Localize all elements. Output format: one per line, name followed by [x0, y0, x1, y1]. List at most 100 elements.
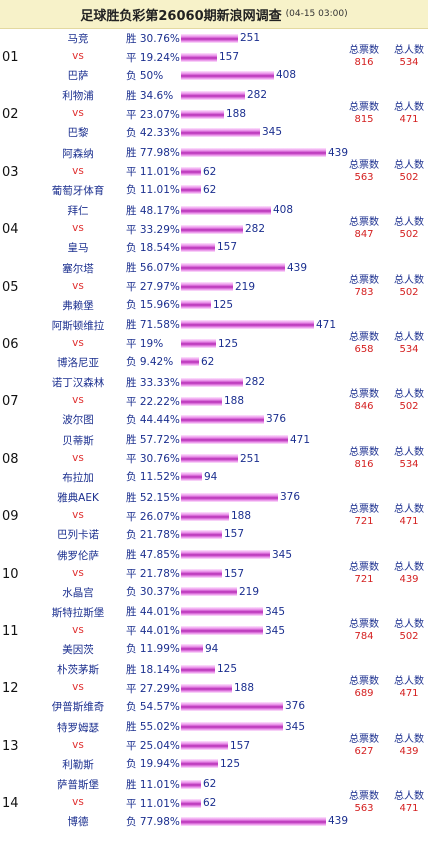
home-team-link[interactable]: 佛罗伦萨	[57, 549, 99, 562]
total-people-value: 534	[399, 57, 419, 68]
away-team-link[interactable]: 布拉加	[62, 471, 94, 484]
win-count: 345	[285, 720, 306, 733]
home-team-link[interactable]: 诺丁汉森林	[51, 377, 105, 390]
loss-word: 负	[126, 69, 137, 82]
draw-bar	[181, 52, 217, 62]
away-team-link[interactable]: 美因茨	[62, 643, 94, 656]
draw-label: 平 33.29%	[126, 222, 180, 237]
total-people-label: 总人数	[394, 45, 424, 56]
loss-label: 负 50%	[126, 68, 180, 83]
draw-bar	[181, 683, 232, 693]
match-row: 08 贝蒂斯 vs 布拉加 胜 57.72% 471 平 30.76% 251 负 11.52%…	[0, 431, 428, 488]
win-vote-row: 胜 55.02% 345	[126, 719, 305, 735]
draw-percent: 27.29%	[139, 682, 180, 695]
total-people-label: 总人数	[394, 331, 424, 343]
total-votes-value: 689	[354, 688, 374, 700]
away-team-link[interactable]: 葡萄牙体育	[51, 184, 105, 197]
home-team-link[interactable]: 雅典AEK	[57, 492, 99, 505]
home-team-link[interactable]: 斯特拉斯堡	[51, 606, 105, 619]
win-bar	[181, 148, 326, 158]
home-team-link[interactable]: 利物浦	[62, 90, 94, 103]
loss-bar	[181, 70, 274, 80]
draw-word: 平	[126, 223, 137, 236]
page-title: 足球胜负彩第26060期新浪网调查	[80, 8, 282, 24]
home-team-link[interactable]: 塞尔塔	[62, 262, 94, 275]
win-word: 胜	[126, 376, 137, 389]
loss-word: 负	[126, 586, 137, 599]
win-word: 胜	[126, 606, 137, 619]
draw-bar	[181, 741, 228, 751]
win-label: 胜 52.15%	[126, 490, 180, 505]
loss-label: 负 18.54%	[126, 240, 180, 255]
home-team-link[interactable]: 贝蒂斯	[62, 434, 94, 447]
win-label: 胜 33.33%	[126, 375, 180, 390]
draw-bar	[181, 569, 222, 579]
total-votes-label: 总票数	[349, 217, 379, 229]
loss-vote-row: 负 15.96% 125	[126, 297, 233, 313]
total-people-label: 总人数	[394, 217, 424, 229]
away-team-link[interactable]: 波尔图	[62, 414, 94, 427]
away-team-link[interactable]: 伊普斯维奇	[51, 701, 105, 714]
home-team-link[interactable]: 阿森纳	[62, 147, 94, 160]
home-team-link[interactable]: 特罗姆瑟	[57, 721, 99, 734]
draw-vote-row: 平 44.01% 345	[126, 623, 285, 639]
away-team-link[interactable]: 巴列卡诺	[57, 529, 99, 542]
loss-count: 376	[266, 413, 287, 426]
draw-bar	[181, 282, 233, 292]
total-people-label: 总人数	[394, 733, 424, 745]
win-percent: 47.85%	[139, 549, 180, 562]
home-team-link[interactable]: 拜仁	[67, 205, 89, 218]
match-row: 03 阿森纳 vs 葡萄牙体育胜 77.98% 439 平 11.01% 62 负 11.01…	[0, 144, 428, 201]
loss-vote-row: 负 18.54% 157	[126, 239, 237, 255]
total-votes-value: 658	[354, 343, 374, 355]
draw-vote-row: 平 33.29% 282	[126, 221, 265, 237]
loss-percent: 19.94%	[139, 758, 180, 771]
away-team-link[interactable]: 皇马	[67, 242, 89, 255]
match-number: 09	[2, 509, 19, 525]
total-votes-label: 总票数	[349, 102, 379, 114]
total-people-value: 534	[399, 343, 419, 355]
away-team-link[interactable]: 利勒斯	[62, 758, 94, 771]
win-bar	[181, 320, 314, 330]
home-team-link[interactable]: 马竞	[67, 33, 89, 45]
win-vote-row: 胜 48.17% 408	[126, 202, 293, 218]
draw-vote-row: 平 23.07% 188	[126, 106, 246, 122]
match-number: 07	[2, 394, 19, 410]
away-team-link[interactable]: 巴黎	[67, 127, 89, 140]
win-bar	[181, 377, 243, 387]
away-team-link[interactable]: 弗赖堡	[62, 299, 94, 312]
away-team-link[interactable]: 巴萨	[67, 70, 89, 82]
loss-word: 负	[126, 528, 137, 541]
match-row: 14 萨普斯堡 vs 博德 胜 11.01% 62 平 11.01% 62 负 77.98% 43…	[0, 775, 428, 832]
home-team-link[interactable]: 萨普斯堡	[57, 779, 99, 792]
draw-percent: 44.01%	[139, 625, 180, 638]
draw-percent: 19.24%	[139, 51, 180, 64]
win-vote-row: 胜 33.33% 282	[126, 374, 265, 390]
win-percent: 48.17%	[139, 204, 180, 217]
away-team-link[interactable]: 水晶宫	[62, 586, 94, 599]
home-team-link[interactable]: 朴茨茅斯	[57, 664, 99, 677]
away-team-link[interactable]: 博洛尼亚	[57, 356, 99, 369]
win-percent: 71.58%	[139, 319, 180, 332]
vs-label: vs	[72, 394, 84, 407]
total-votes-value: 563	[354, 171, 374, 183]
loss-count: 439	[328, 815, 349, 828]
loss-bar	[181, 357, 199, 367]
vs-label: vs	[72, 566, 84, 579]
loss-label: 负 11.52%	[126, 469, 180, 484]
total-people-label: 总人数	[394, 389, 424, 401]
draw-percent: 11.01%	[139, 166, 180, 179]
draw-word: 平	[126, 395, 137, 408]
total-people-label: 总人数	[394, 446, 424, 458]
draw-count: 345	[265, 624, 286, 637]
home-team-link[interactable]: 阿斯顿维拉	[51, 319, 105, 332]
loss-label: 负 44.44%	[126, 412, 180, 427]
draw-count: 62	[203, 797, 217, 810]
match-number: 05	[2, 279, 19, 295]
win-label: 胜 71.58%	[126, 317, 180, 332]
win-bar	[181, 664, 215, 674]
draw-vote-row: 平 19.24% 157	[126, 49, 239, 65]
loss-percent: 54.57%	[139, 700, 180, 713]
away-team-link[interactable]: 博德	[67, 816, 89, 829]
total-votes-label: 总票数	[349, 45, 379, 56]
